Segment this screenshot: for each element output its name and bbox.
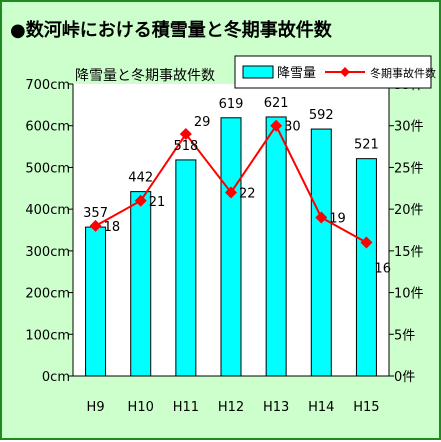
y-right-tick-label: 25件	[394, 161, 424, 176]
y-right-tick-label: 30件	[394, 120, 424, 135]
bar-data-label: 619	[219, 97, 244, 112]
y-left-tick-label: 100cm	[25, 328, 70, 343]
line-data-label: 22	[239, 186, 256, 201]
bar-data-label: 442	[128, 171, 153, 186]
line-point	[270, 119, 283, 132]
y-right-tick-label: 5件	[394, 328, 415, 343]
line-point	[89, 219, 102, 232]
line-data-label: 18	[104, 220, 121, 235]
line-data-label: 16	[374, 262, 391, 277]
x-tick-label: H9	[87, 400, 105, 415]
legend-bar-swatch	[242, 65, 274, 79]
y-left-tick-label: 500cm	[25, 161, 70, 176]
bar-data-label: 521	[354, 138, 379, 153]
y-right-tick-label: 0件	[394, 370, 415, 385]
line-data-label: 19	[329, 211, 346, 226]
x-tick-label: H15	[353, 400, 379, 415]
legend-bar-label: 降雪量	[277, 66, 316, 81]
x-tick-label: H11	[173, 400, 199, 415]
line-point	[315, 211, 328, 224]
x-tick-label: H14	[308, 400, 334, 415]
bar-data-label: 621	[264, 96, 289, 111]
line-point	[179, 128, 192, 141]
x-tick-label: H12	[218, 400, 244, 415]
x-tick-label: H10	[128, 400, 154, 415]
bar-data-label: 357	[83, 206, 108, 221]
bar	[220, 117, 242, 377]
bar	[175, 159, 197, 377]
bar	[85, 226, 107, 377]
chart-title: 降雪量と冬期事故件数	[75, 68, 215, 84]
y-left-tick-label: 700cm	[25, 78, 70, 93]
line-point	[360, 236, 373, 249]
y-left-tick-label: 400cm	[25, 203, 70, 218]
y-left-tick-label: 0cm	[42, 370, 70, 385]
legend-line-label: 冬期事故件数	[370, 66, 436, 80]
page-title: ●数河峠における積雪量と冬期事故件数	[10, 20, 332, 41]
y-left-tick-label: 300cm	[25, 245, 70, 260]
bar	[310, 128, 332, 377]
x-tick-label: H13	[263, 400, 289, 415]
line-point	[225, 186, 237, 199]
y-right-tick-label: 20件	[394, 203, 424, 218]
y-left-tick-label: 200cm	[25, 287, 70, 302]
legend-line-marker	[340, 67, 350, 77]
bar-data-label: 592	[309, 108, 334, 123]
line-data-label: 21	[149, 195, 166, 210]
y-left-tick-label: 600cm	[25, 120, 70, 135]
bar	[130, 191, 152, 377]
bar-data-label: 518	[173, 139, 198, 154]
line-point	[134, 194, 147, 207]
line-data-label: 29	[194, 115, 211, 130]
bar	[265, 116, 287, 377]
y-right-tick-label: 10件	[394, 287, 424, 302]
y-right-tick-label: 15件	[394, 245, 424, 260]
line-data-label: 30	[284, 120, 301, 135]
bar	[355, 158, 377, 377]
